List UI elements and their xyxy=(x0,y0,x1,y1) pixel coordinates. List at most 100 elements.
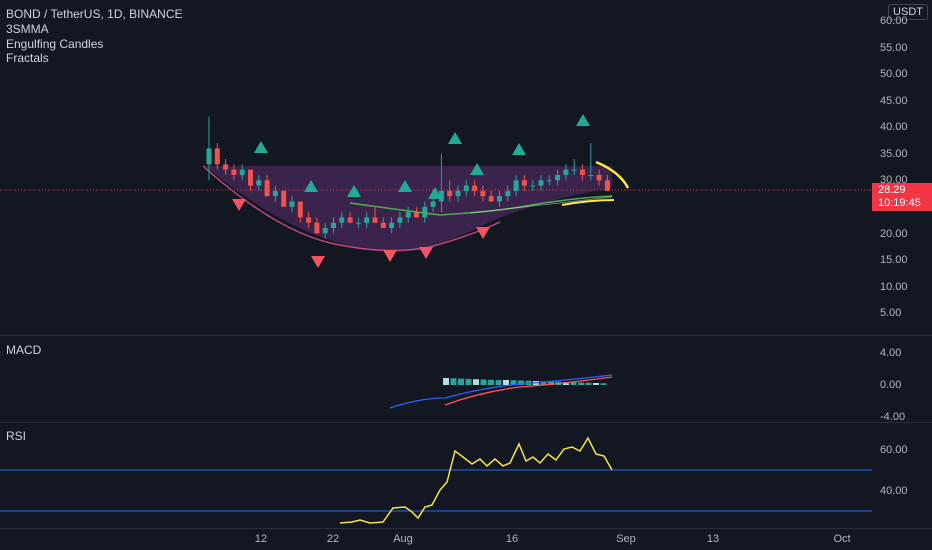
price-tick: 5.00 xyxy=(880,307,902,319)
price-tick: 45.00 xyxy=(880,95,908,107)
fractal-down-marker xyxy=(311,256,325,268)
rsi-line[interactable] xyxy=(339,436,613,524)
last-price-tag: 28.29 10:19:45 xyxy=(872,183,932,211)
fractal-down-marker xyxy=(476,227,490,239)
candle-body xyxy=(223,164,229,170)
candle-body xyxy=(339,217,345,223)
candle-body xyxy=(281,190,287,207)
price-tick: 55.00 xyxy=(880,42,908,54)
candle-body xyxy=(206,148,212,165)
macd-label[interactable]: MACD xyxy=(6,343,42,357)
rsi-tick: 60.00 xyxy=(880,444,908,456)
fractal-up-marker xyxy=(576,114,590,126)
price-tick: 15.00 xyxy=(880,254,908,266)
rsi-label[interactable]: RSI xyxy=(6,429,27,443)
signal-line[interactable] xyxy=(444,376,613,406)
fractal-up-marker xyxy=(304,180,318,192)
symbol-title[interactable]: BOND / TetherUS, 1D, BINANCE xyxy=(6,7,183,21)
macd-histogram-bar xyxy=(593,383,599,385)
fractal-up-marker xyxy=(470,163,484,175)
candle-body xyxy=(580,169,585,175)
fractal-down-marker xyxy=(383,250,397,262)
user-drawing-arc[interactable] xyxy=(595,160,630,189)
candle-body xyxy=(347,217,353,223)
indicator-3smma[interactable]: 3SMMA xyxy=(6,22,49,36)
candles-group[interactable] xyxy=(206,116,610,239)
price-tick: 50.00 xyxy=(880,68,908,80)
candle-body xyxy=(530,185,536,187)
indicator-engulfing[interactable]: Engulfing Candles xyxy=(6,37,104,51)
rsi-tick: 40.00 xyxy=(880,485,908,497)
rsi-axis[interactable]: 60.00 40.00 xyxy=(872,423,932,528)
macd-histogram-bar xyxy=(458,378,464,385)
candle-body xyxy=(248,169,253,186)
fractal-down-marker xyxy=(419,247,433,259)
candle-body xyxy=(314,222,320,234)
macd-tick: 4.00 xyxy=(880,347,902,359)
candle-body xyxy=(438,190,444,202)
user-drawing-line[interactable] xyxy=(561,199,615,206)
candle-body xyxy=(380,222,386,229)
macd-histogram-bar xyxy=(578,382,584,385)
macd-tick: -4.00 xyxy=(880,411,906,423)
candle-body xyxy=(497,196,502,202)
macd-axis[interactable]: 4.00 0.00 -4.00 xyxy=(872,336,932,423)
candle-body xyxy=(604,180,610,191)
candle-body xyxy=(231,169,237,175)
macd-histogram-bar xyxy=(518,380,524,385)
price-tick: 20.00 xyxy=(880,228,908,240)
currency-badge[interactable]: USDT xyxy=(888,4,928,20)
chart-canvas[interactable] xyxy=(0,0,872,528)
candle-body xyxy=(289,201,295,207)
indicator-fractals[interactable]: Fractals xyxy=(6,51,49,65)
cup-curve-line[interactable] xyxy=(202,165,501,252)
time-label: 16 xyxy=(505,533,519,545)
price-axis[interactable]: 60.00 55.00 50.00 45.00 40.00 35.00 30.0… xyxy=(872,0,932,335)
macd-histogram-bar xyxy=(450,378,457,385)
fractal-up-marker xyxy=(254,141,268,153)
pane-separator[interactable] xyxy=(0,422,932,423)
candle-body xyxy=(488,196,494,202)
macd-histogram-bar xyxy=(503,380,509,385)
time-axis-separator xyxy=(0,528,932,529)
candle-body xyxy=(521,180,527,186)
macd-histogram-bar xyxy=(510,380,517,385)
candle-body xyxy=(397,217,403,223)
price-tick: 35.00 xyxy=(880,148,908,160)
candle-body xyxy=(571,169,577,171)
fractal-up-marker xyxy=(512,143,526,155)
fractal-up-marker xyxy=(428,187,442,199)
macd-histogram-bar xyxy=(443,378,449,385)
sma-line-slow[interactable] xyxy=(469,196,613,214)
time-label: 12 xyxy=(254,533,268,545)
candle-body xyxy=(538,180,544,186)
candle-body xyxy=(505,190,511,197)
macd-histogram-bar xyxy=(540,381,547,385)
price-tick: 40.00 xyxy=(880,121,908,133)
last-price: 28.29 xyxy=(878,184,906,196)
candle-body xyxy=(264,180,270,197)
candle-body xyxy=(480,190,486,197)
candle-body xyxy=(422,206,428,218)
fractal-up-marker xyxy=(448,132,462,144)
macd-histogram-bar xyxy=(473,379,479,385)
macd-line[interactable] xyxy=(389,374,613,409)
candle-body xyxy=(306,217,312,223)
candle-body xyxy=(414,212,419,218)
candle-body xyxy=(405,212,411,218)
macd-histogram-bar xyxy=(570,382,577,385)
macd-histogram-bar xyxy=(465,378,472,385)
candle-body xyxy=(472,185,478,191)
candle-body xyxy=(463,185,469,191)
candle-body xyxy=(239,169,245,175)
macd-histogram-bar xyxy=(600,383,607,385)
macd-histogram-bar xyxy=(495,380,502,385)
macd-histogram-bar xyxy=(480,379,487,385)
time-label: Oct xyxy=(833,533,851,545)
candle-body xyxy=(297,201,303,218)
pane-separator[interactable] xyxy=(0,335,932,336)
candle-body xyxy=(214,148,220,165)
candle-body xyxy=(546,180,552,182)
candle-body xyxy=(355,222,361,224)
price-tick: 60.00 xyxy=(880,15,908,27)
